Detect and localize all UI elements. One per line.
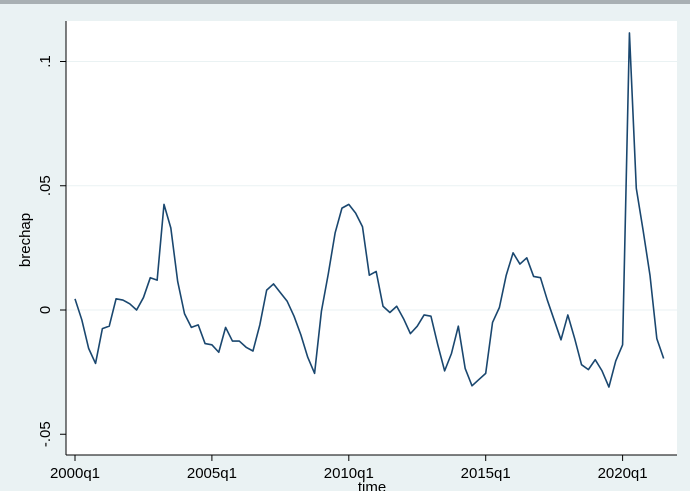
x-tick-label: 2000q1 (50, 465, 100, 482)
line-chart: -.05 0 .05 .1 2000q1 2005q1 2010q1 2015q1 2020q1… (17, 21, 677, 491)
y-tick-label: -.05 (37, 421, 54, 447)
series-layer (74, 32, 665, 388)
x-tick-label: 2010q1 (324, 465, 374, 482)
series-line (74, 32, 665, 388)
chart-frame: -.05 0 .05 .1 2000q1 2005q1 2010q1 2015q1 2020q1… (0, 4, 690, 491)
window-top-border (0, 0, 690, 4)
plot-region (66, 21, 677, 455)
y-tick-label: .1 (37, 55, 54, 68)
y-tick-label: 0 (37, 306, 54, 314)
x-tick-label: 2005q1 (187, 465, 237, 482)
x-axis-title: time (358, 479, 386, 491)
x-tick-label: 2015q1 (461, 465, 511, 482)
y-tick-label: .05 (37, 175, 54, 196)
x-tick-label: 2020q1 (598, 465, 648, 482)
gridlines (66, 61, 677, 311)
y-axis-title: brechap (17, 213, 34, 267)
axes: -.05 0 .05 .1 2000q1 2005q1 2010q1 2015q1 2020q1 (37, 21, 677, 482)
